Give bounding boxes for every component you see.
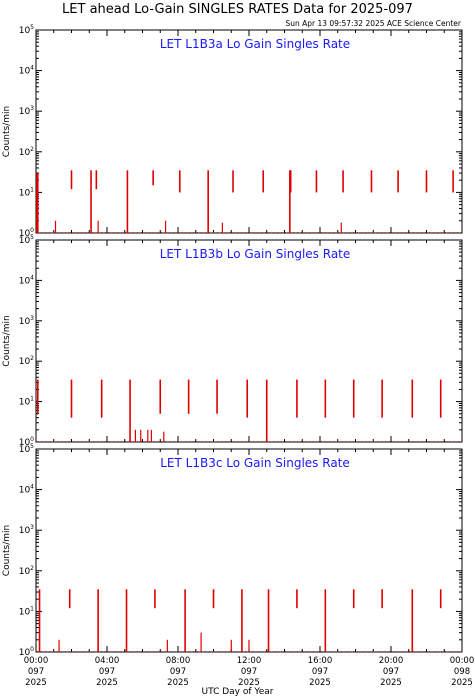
x-tick-doy: 098 [454,667,470,677]
x-tick-year: 2025 [167,678,189,688]
x-tick-time: 16:00 [308,656,333,666]
y-tick-label: 101 [19,396,34,408]
panel-title: LET L1B3a Lo Gain Singles Rate [160,37,350,51]
y-tick-exponent: 1 [30,396,34,403]
y-tick-exponent: 0 [30,227,34,234]
x-tick-doy: 097 [99,667,115,677]
y-tick-exponent: 3 [30,315,34,322]
y-tick-exponent: 0 [30,436,34,443]
y-tick-exponent: 5 [30,443,34,450]
x-tick-doy: 097 [28,667,44,677]
y-tick-exponent: 4 [30,65,34,72]
y-tick-label: 105 [19,443,34,455]
x-tick-time: 00:00 [450,656,475,666]
y-tick-label: 101 [19,186,34,198]
y-tick-label: 104 [19,65,34,77]
y-axis-label: Counts/min [2,106,12,157]
panel-title: LET L1B3b Lo Gain Singles Rate [160,247,351,261]
x-tick-time: 04:00 [95,656,120,666]
y-tick-exponent: 2 [30,355,34,362]
y-tick-label: 102 [19,146,34,158]
x-tick-year: 2025 [451,678,473,688]
y-tick-label: 103 [19,524,34,536]
y-tick-label: 105 [19,24,34,36]
panel-title: LET L1B3c Lo Gain Singles Rate [160,456,350,470]
panel-frame [35,29,463,234]
y-axis-label: Counts/min [2,315,12,366]
panel-frame [35,239,463,443]
y-tick-exponent: 5 [30,234,34,241]
x-tick-year: 2025 [309,678,331,688]
x-tick-year: 2025 [96,678,118,688]
x-tick-doy: 097 [170,667,186,677]
y-tick-exponent: 1 [30,186,34,193]
x-tick-doy: 097 [312,667,328,677]
x-tick-doy: 097 [241,667,257,677]
y-tick-label: 103 [19,105,34,117]
y-tick-exponent: 3 [30,524,34,531]
panel-frame [35,448,463,653]
generated-timestamp: Sun Apr 13 09:57:32 2025 ACE Science Cen… [285,19,461,28]
chart-title: LET ahead Lo-Gain SINGLES RATES Data for… [62,2,413,17]
y-tick-label: 102 [19,355,34,367]
x-tick-time: 20:00 [379,656,404,666]
y-tick-label: 105 [19,234,34,246]
y-tick-label: 103 [19,315,34,327]
y-tick-exponent: 4 [30,274,34,281]
x-tick-year: 2025 [238,678,260,688]
y-tick-exponent: 1 [30,605,34,612]
y-tick-label: 101 [19,605,34,617]
y-tick-exponent: 2 [30,146,34,153]
x-tick-year: 2025 [25,678,47,688]
y-tick-exponent: 3 [30,105,34,112]
y-tick-exponent: 2 [30,565,34,572]
x-tick-time: 12:00 [237,656,262,666]
y-tick-exponent: 5 [30,24,34,31]
x-tick-year: 2025 [380,678,402,688]
y-tick-label: 102 [19,565,34,577]
x-tick-time: 08:00 [166,656,191,666]
y-tick-exponent: 0 [30,646,34,653]
x-tick-time: 00:00 [24,656,49,666]
x-axis-label: UTC Day of Year [201,687,274,697]
y-tick-label: 104 [19,274,34,286]
y-tick-label: 104 [19,484,34,496]
y-tick-exponent: 4 [30,484,34,491]
y-axis-label: Counts/min [2,525,12,576]
x-tick-doy: 097 [383,667,399,677]
